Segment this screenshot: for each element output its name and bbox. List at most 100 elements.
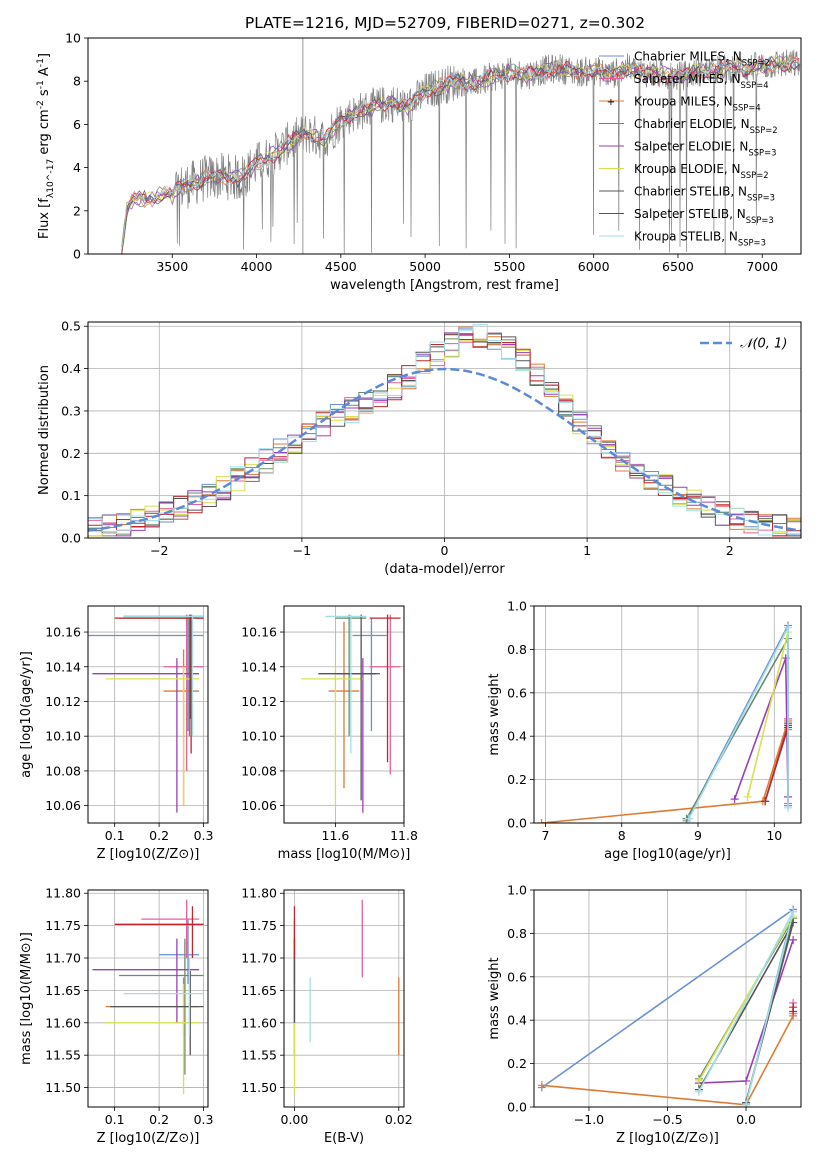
x-tick-label: 0 bbox=[441, 543, 449, 558]
plot-area-age_vs_mass bbox=[301, 614, 401, 813]
y-tick-label: 11.50 bbox=[45, 1080, 81, 1095]
panel-weight_vs_Z: −1.0 −0.5 0.0 0.0 0.2 0.4 0.6 0.8 1.0 Z [log10(Z/… bbox=[487, 883, 802, 1146]
x-tick-label: 3500 bbox=[156, 259, 188, 274]
mass-weight-marker bbox=[694, 1087, 703, 1096]
y-tick-label: 11.60 bbox=[45, 1015, 81, 1030]
mass-weight-marker bbox=[537, 1081, 546, 1090]
model-spectrum-line bbox=[121, 55, 800, 254]
y-tick-label: 0.3 bbox=[61, 403, 81, 418]
legend-label: Kroupa STELIB, NSSP=3 bbox=[634, 230, 766, 248]
x-tick-label: −0.5 bbox=[652, 1112, 682, 1127]
legend-label: Kroupa MILES, NSSP=4 bbox=[634, 95, 761, 113]
x-axis-label: Z [log10(Z/Z⊙)] bbox=[97, 847, 200, 862]
y-tick-label: 2 bbox=[73, 203, 81, 218]
legend-label: Chabrier ELODIE, NSSP=2 bbox=[634, 117, 778, 135]
x-tick-label: 0.3 bbox=[194, 1112, 214, 1127]
y-tick-label: 0.6 bbox=[507, 969, 527, 984]
y-axis-label: mass weight bbox=[487, 673, 502, 755]
y-tick-label: 11.75 bbox=[45, 918, 81, 933]
y-tick-label: 11.60 bbox=[241, 1015, 277, 1030]
y-tick-label: 11.50 bbox=[241, 1080, 277, 1095]
mass-weight-marker bbox=[742, 1076, 751, 1085]
y-tick-label: 11.70 bbox=[45, 951, 81, 966]
y-tick-label: 0.8 bbox=[507, 642, 527, 657]
x-tick-label: −1.0 bbox=[574, 1112, 604, 1127]
mass-weight-marker bbox=[730, 795, 739, 804]
y-tick-label: 4 bbox=[73, 160, 81, 175]
x-axis-label: (data-model)/error bbox=[384, 562, 505, 577]
mass-weight-marker bbox=[784, 623, 793, 632]
panel-spectrum: 3500 4000 4500 5000 5500 6000 6500 7000 0 2 4 6 8 10 w… bbox=[36, 31, 802, 293]
plot-area-mass_vs_ebv bbox=[293, 899, 400, 1095]
x-tick-label: 0.00 bbox=[281, 1112, 309, 1127]
x-tick-label: 8 bbox=[618, 828, 626, 843]
y-tick-label: 0.5 bbox=[61, 319, 81, 334]
panel-residuals: −2 −1 0 1 2 0.0 0.1 0.2 0.3 0.4 0.5 (data-model)/er… bbox=[37, 319, 802, 577]
y-tick-label: 11.65 bbox=[45, 983, 81, 998]
y-tick-label: 0.8 bbox=[507, 926, 527, 941]
x-axis-label: Z [log10(Z/Z⊙)] bbox=[616, 1131, 719, 1146]
y-tick-label: 0.2 bbox=[507, 772, 527, 787]
y-tick-label: 0.4 bbox=[507, 729, 527, 744]
x-tick-label: 7 bbox=[541, 828, 549, 843]
axes-frame bbox=[87, 37, 802, 255]
plot-area-weight_vs_age bbox=[537, 621, 793, 823]
mass-weight-marker bbox=[789, 1003, 798, 1012]
y-axis-label: mass weight bbox=[487, 957, 502, 1039]
y-tick-label: 11.55 bbox=[45, 1048, 81, 1063]
y-tick-label: 0.6 bbox=[507, 685, 527, 700]
y-tick-label: 0.4 bbox=[507, 1013, 527, 1028]
y-axis-label: age [log10(age/yr)] bbox=[19, 651, 34, 778]
y-tick-label: 11.55 bbox=[241, 1048, 277, 1063]
y-tick-label: 10.10 bbox=[45, 729, 81, 744]
axes-frame bbox=[87, 605, 209, 824]
plot-area-weight_vs_Z bbox=[537, 905, 798, 1107]
y-tick-label: 0.2 bbox=[61, 446, 81, 461]
x-axis-label: mass [log10(M/M⊙)] bbox=[278, 847, 411, 862]
y-tick-label: 11.80 bbox=[45, 886, 81, 901]
mass-weight-line bbox=[764, 725, 789, 802]
plots: 3500 4000 4500 5000 5500 6000 6500 70000246810w… bbox=[19, 31, 802, 1146]
y-tick-label: 11.75 bbox=[241, 918, 277, 933]
residual-histogram bbox=[88, 324, 801, 536]
panel-mass_vs_Z: 0.1 0.2 0.3 11.50 11.55 11.60 11.65 11.70 11.75 1… bbox=[19, 886, 214, 1146]
panel-age_vs_Z: 0.1 0.2 0.3 10.06 10.08 10.10 10.12 10.14 10.16 Z… bbox=[19, 605, 214, 862]
y-tick-label: 1.0 bbox=[507, 883, 527, 898]
x-tick-label: 0.02 bbox=[385, 1112, 413, 1127]
x-axis-label: Z [log10(Z/Z⊙)] bbox=[97, 1131, 200, 1146]
y-tick-label: 10.14 bbox=[45, 659, 81, 674]
y-tick-label: 6 bbox=[73, 117, 81, 132]
legend-label: Chabrier MILES, NSSP=2 bbox=[634, 50, 770, 68]
mass-weight-line bbox=[698, 915, 794, 1082]
legend-label: 𝒩(0, 1) bbox=[740, 337, 787, 352]
x-tick-label: 6000 bbox=[578, 259, 610, 274]
y-tick-label: 10.06 bbox=[241, 798, 277, 813]
x-tick-label: 5000 bbox=[409, 259, 441, 274]
axes-frame bbox=[283, 889, 405, 1108]
legend-marker: + bbox=[607, 97, 615, 108]
x-tick-label: 0.2 bbox=[149, 1112, 169, 1127]
mass-weight-marker bbox=[784, 803, 793, 812]
x-tick-label: 11.8 bbox=[390, 828, 418, 843]
plot-area-spectrum bbox=[121, 38, 801, 254]
x-tick-label: 9 bbox=[694, 828, 702, 843]
y-tick-label: 0 bbox=[73, 247, 81, 262]
y-tick-label: 10.12 bbox=[241, 694, 277, 709]
x-axis-label: E(B-V) bbox=[324, 1131, 364, 1146]
y-axis-label: Flux [fλ10^-17 erg cm-2 s-1 A-1] bbox=[36, 53, 56, 239]
axes-frame bbox=[87, 889, 209, 1108]
x-tick-label: 2 bbox=[726, 543, 734, 558]
mass-weight-marker bbox=[761, 797, 770, 806]
y-tick-label: 0.1 bbox=[61, 488, 81, 503]
x-axis-label: age [log10(age/yr)] bbox=[604, 847, 731, 862]
y-tick-label: 10.16 bbox=[241, 625, 277, 640]
mass-weight-line bbox=[746, 631, 789, 798]
y-tick-label: 10.10 bbox=[241, 729, 277, 744]
y-tick-label: 0.2 bbox=[507, 1056, 527, 1071]
figure-title: PLATE=1216, MJD=52709, FIBERID=0271, z=0… bbox=[245, 14, 645, 32]
normal-distribution-curve bbox=[88, 367, 801, 532]
legend-label: Salpeter MILES, NSSP=4 bbox=[634, 72, 769, 90]
y-tick-label: 10.14 bbox=[241, 659, 277, 674]
plot-area-residuals bbox=[88, 324, 801, 537]
